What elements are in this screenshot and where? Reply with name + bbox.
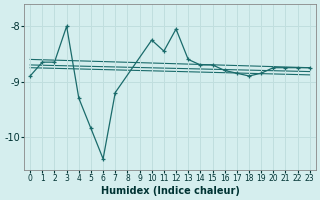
X-axis label: Humidex (Indice chaleur): Humidex (Indice chaleur) [100, 186, 239, 196]
